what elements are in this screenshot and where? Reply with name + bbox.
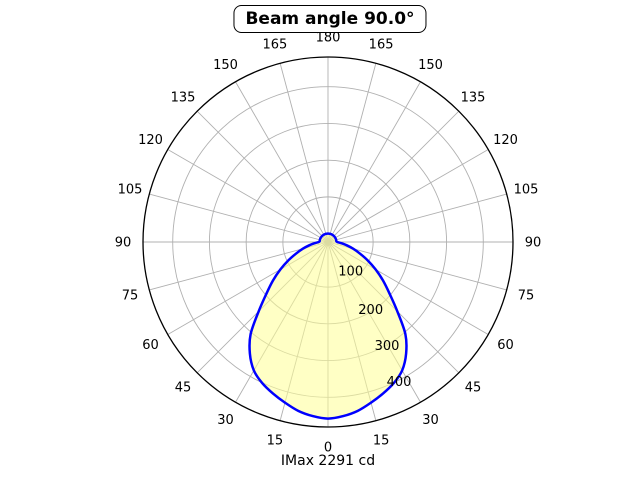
radial-tick-label: 400 <box>387 375 412 390</box>
grid-spoke <box>235 81 329 243</box>
angle-tick-label: 105 <box>514 182 539 197</box>
angle-tick-label: 150 <box>213 58 238 73</box>
angle-tick-label: 90 <box>115 236 132 251</box>
grid-spoke <box>327 110 460 243</box>
angle-tick-label: 120 <box>493 133 518 148</box>
grid-spoke <box>327 193 507 243</box>
grid-spoke <box>279 63 329 243</box>
imax-annotation: IMax 2291 cd <box>280 453 376 469</box>
angle-tick-label: 30 <box>217 413 234 428</box>
beam-fill <box>249 233 407 419</box>
angle-tick-label: 30 <box>422 413 439 428</box>
angle-tick-label: 15 <box>267 434 284 449</box>
angle-tick-label: 90 <box>525 236 542 251</box>
angle-tick-label: 165 <box>262 38 287 53</box>
angle-tick-label: 45 <box>465 381 482 396</box>
grid-spoke <box>327 241 507 291</box>
grid-spoke <box>327 63 377 243</box>
grid-spoke <box>327 81 421 243</box>
radial-tick-label: 200 <box>358 303 383 318</box>
angle-tick-label: 120 <box>138 133 163 148</box>
beam-curve <box>248 232 408 420</box>
angle-tick-label: 135 <box>171 91 196 106</box>
angle-tick-label: 60 <box>497 338 514 353</box>
grid-spoke <box>149 241 329 291</box>
grid-spoke <box>149 193 329 243</box>
angle-tick-label: 180 <box>316 31 341 46</box>
angle-tick-label: 165 <box>369 38 394 53</box>
polar-outline <box>142 56 514 428</box>
radial-tick-label: 300 <box>375 339 400 354</box>
grid-spoke <box>327 149 489 243</box>
angle-tick-label: 60 <box>142 338 159 353</box>
angle-tick-label: 45 <box>175 381 192 396</box>
radial-tick-label: 100 <box>338 265 363 280</box>
angle-tick-label: 15 <box>373 434 390 449</box>
grid-spoke <box>196 110 329 243</box>
grid-spoke <box>167 149 329 243</box>
angle-tick-label: 135 <box>461 91 486 106</box>
angle-tick-label: 75 <box>122 289 139 304</box>
angle-tick-label: 0 <box>324 441 332 456</box>
angle-tick-label: 150 <box>418 58 443 73</box>
angle-tick-label: 105 <box>118 182 143 197</box>
angle-tick-label: 75 <box>518 289 535 304</box>
chart-title: Beam angle 90.0° <box>233 5 427 33</box>
